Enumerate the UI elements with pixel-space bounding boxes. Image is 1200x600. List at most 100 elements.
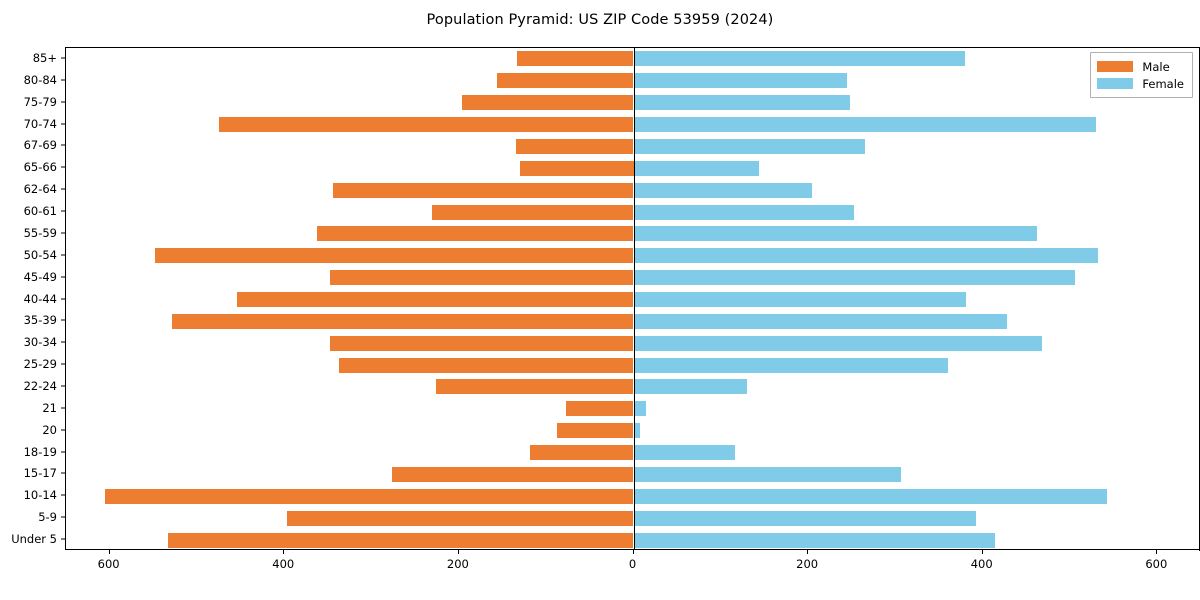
legend-swatch-male: [1097, 61, 1134, 72]
bar-male-65-66: [520, 160, 634, 176]
y-tick-label-15-17: 15-17: [23, 466, 57, 481]
plot-inner: [66, 48, 1200, 549]
y-tick-mark: [61, 232, 65, 234]
bar-female-50-54: [633, 248, 1098, 264]
y-tick-label-85-: 85+: [32, 50, 57, 65]
y-tick-label-55-59: 55-59: [23, 225, 57, 240]
legend-label-female: Female: [1142, 76, 1184, 91]
bar-male-20: [556, 423, 634, 439]
bar-male-10-14: [105, 488, 634, 504]
bar-female-under-5: [633, 532, 995, 548]
y-tick-mark: [61, 123, 65, 125]
x-tick-mark: [807, 550, 809, 554]
bar-male-21: [566, 401, 634, 417]
x-tick-label-0: 600: [97, 557, 120, 571]
x-tick-mark: [1156, 550, 1158, 554]
bar-female-25-29: [633, 357, 948, 373]
zero-axis-line: [633, 48, 635, 549]
bar-female-22-24: [633, 379, 747, 395]
bar-male-67-69: [515, 138, 634, 154]
x-tick-mark: [632, 550, 634, 554]
bar-male-62-64: [333, 182, 634, 198]
y-tick-label-67-69: 67-69: [23, 138, 57, 153]
bar-female-20: [633, 423, 641, 439]
y-tick-label-20: 20: [42, 422, 57, 437]
bar-female-75-79: [633, 95, 851, 111]
bar-male-45-49: [329, 270, 634, 286]
y-tick-mark: [61, 210, 65, 212]
y-tick-label-22-24: 22-24: [23, 378, 57, 393]
y-tick-mark: [61, 472, 65, 474]
bar-female-40-44: [633, 292, 967, 307]
y-tick-label-50-54: 50-54: [23, 247, 57, 262]
y-tick-mark: [61, 101, 65, 103]
y-tick-mark: [61, 385, 65, 387]
bar-male-55-59: [316, 226, 634, 242]
y-tick-mark: [61, 341, 65, 343]
y-tick-label-5-9: 5-9: [38, 510, 57, 525]
bar-female-60-61: [633, 204, 854, 220]
legend-swatch-female: [1097, 78, 1134, 89]
bar-male-70-74: [218, 117, 634, 133]
legend-label-male: Male: [1142, 59, 1170, 74]
bar-female-62-64: [633, 182, 813, 198]
bar-female-45-49: [633, 270, 1076, 286]
y-tick-mark: [61, 538, 65, 540]
x-tick-label-1: 400: [272, 557, 295, 571]
y-tick-label-10-14: 10-14: [23, 488, 57, 503]
chart-legend: Male Female: [1090, 52, 1193, 98]
legend-item-female: Female: [1097, 75, 1184, 92]
plot-area: [65, 47, 1200, 550]
x-tick-mark: [457, 550, 459, 554]
bar-male-80-84: [497, 73, 634, 89]
bar-male-35-39: [171, 313, 634, 329]
y-tick-mark: [61, 363, 65, 365]
y-tick-label-35-39: 35-39: [23, 313, 57, 328]
bar-female-85-: [633, 51, 966, 67]
bar-male-75-79: [462, 95, 634, 111]
bar-male-60-61: [431, 204, 634, 220]
y-tick-label-40-44: 40-44: [23, 291, 57, 306]
y-tick-mark: [61, 494, 65, 496]
bar-female-30-34: [633, 335, 1043, 351]
bar-male-50-54: [155, 248, 634, 264]
bar-male-15-17: [391, 466, 634, 482]
y-tick-label-25-29: 25-29: [23, 357, 57, 372]
x-tick-label-3: 0: [628, 557, 637, 571]
y-tick-label-45-49: 45-49: [23, 269, 57, 284]
bar-female-5-9: [633, 510, 976, 526]
y-tick-mark: [61, 451, 65, 453]
bar-male-30-34: [329, 335, 634, 351]
bar-female-18-19: [633, 445, 735, 461]
y-tick-mark: [61, 319, 65, 321]
y-tick-label-75-79: 75-79: [23, 94, 57, 109]
y-tick-mark: [61, 79, 65, 81]
x-tick-label-5: 400: [970, 557, 993, 571]
bar-female-10-14: [633, 488, 1107, 504]
y-tick-label-65-66: 65-66: [23, 160, 57, 175]
y-tick-label-30-34: 30-34: [23, 335, 57, 350]
bar-male-25-29: [339, 357, 634, 373]
bar-female-80-84: [633, 73, 847, 89]
legend-item-male: Male: [1097, 58, 1184, 75]
y-tick-mark: [61, 516, 65, 518]
y-tick-mark: [61, 57, 65, 59]
bar-male-under-5: [168, 532, 634, 548]
bar-female-21: [633, 401, 646, 417]
y-tick-label-62-64: 62-64: [23, 182, 57, 197]
bar-male-18-19: [530, 445, 634, 461]
y-tick-label-70-74: 70-74: [23, 116, 57, 131]
y-tick-label-under-5: Under 5: [11, 532, 57, 547]
bar-male-5-9: [286, 510, 634, 526]
chart-title: Population Pyramid: US ZIP Code 53959 (2…: [426, 12, 774, 28]
bar-female-70-74: [633, 117, 1097, 133]
bar-female-67-69: [633, 138, 865, 154]
x-tick-mark: [981, 550, 983, 554]
x-tick-label-6: 600: [1145, 557, 1168, 571]
y-tick-label-21: 21: [42, 400, 57, 415]
x-tick-label-2: 200: [446, 557, 469, 571]
bar-female-15-17: [633, 466, 901, 482]
x-tick-mark: [283, 550, 285, 554]
x-tick-mark: [108, 550, 110, 554]
